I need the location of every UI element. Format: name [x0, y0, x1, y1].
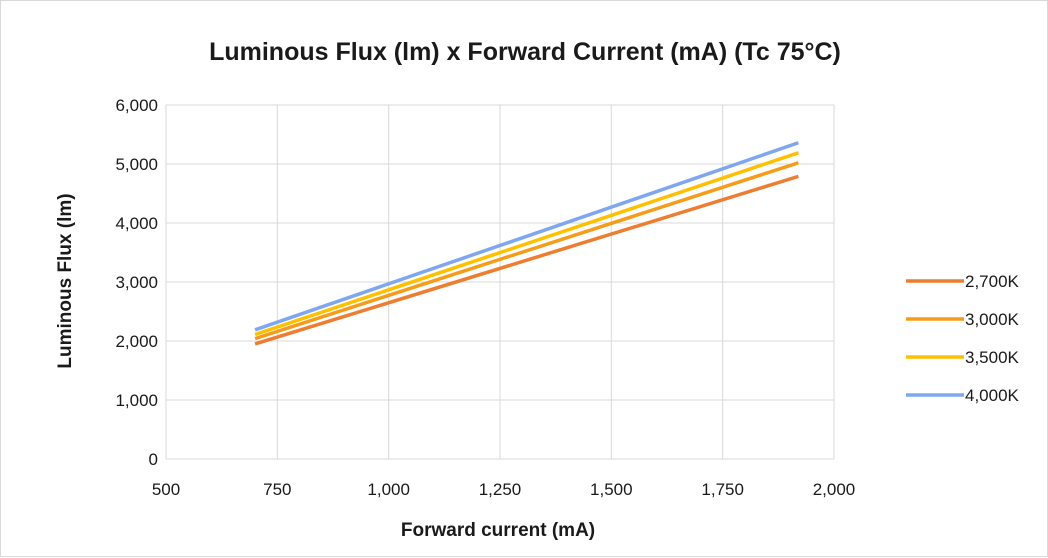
legend-label-3000k: 3,000K [965, 310, 1020, 329]
series-group [254, 141, 799, 346]
grid [165, 104, 835, 460]
chart-title: Luminous Flux (lm) x Forward Current (mA… [209, 38, 841, 66]
y-tick-label: 5,000 [115, 155, 158, 174]
x-axis-title: Forward current (mA) [401, 520, 595, 541]
x-tick-label: 2,000 [813, 480, 856, 499]
tick-labels: 0 1,000 2,000 3,000 4,000 5,000 6,000 500 750 1,0… [115, 96, 855, 499]
legend-label-2700k: 2,700K [965, 272, 1020, 291]
y-tick-label: 0 [149, 450, 158, 469]
legend-label-3500k: 3,500K [965, 348, 1020, 367]
legend-label-4000k: 4,000K [965, 386, 1020, 405]
series-line-3500k [254, 151, 799, 337]
series-line-3000k [254, 161, 799, 341]
x-tick-label: 1,000 [367, 480, 410, 499]
x-tick-label: 1,250 [479, 480, 522, 499]
x-tick-label: 1,500 [590, 480, 633, 499]
y-tick-label: 6,000 [115, 96, 158, 115]
y-tick-label: 2,000 [115, 332, 158, 351]
y-tick-label: 4,000 [115, 214, 158, 233]
legend: 2,700K 3,000K 3,500K 4,000K [906, 272, 1020, 405]
x-tick-label: 500 [152, 480, 180, 499]
x-tick-label: 750 [263, 480, 291, 499]
y-tick-label: 1,000 [115, 391, 158, 410]
series-line-2700k [254, 174, 799, 346]
series-line-4000k [254, 141, 799, 332]
y-tick-label: 3,000 [115, 273, 158, 292]
x-tick-label: 1,750 [701, 480, 744, 499]
y-axis-title: Luminous Flux (lm) [55, 193, 76, 368]
